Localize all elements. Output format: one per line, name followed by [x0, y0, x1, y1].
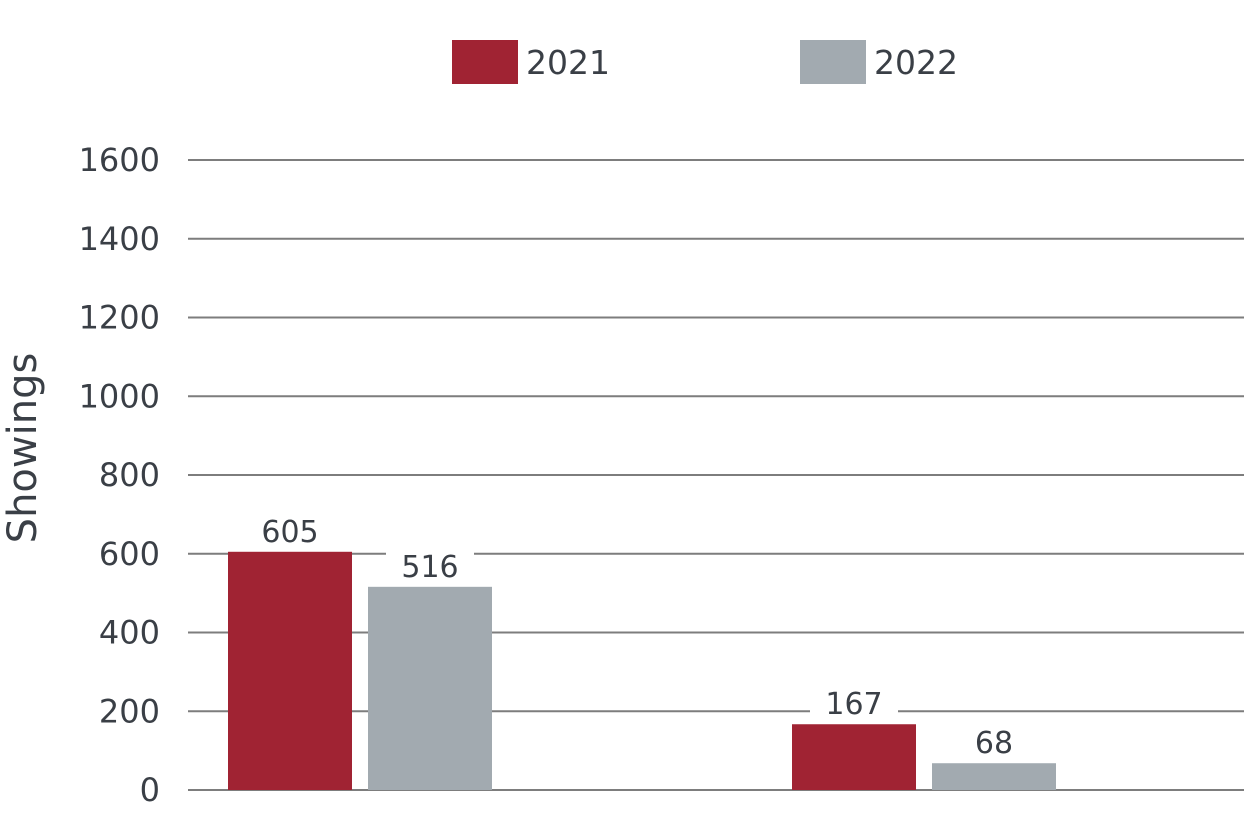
- legend-swatch-2022: [800, 40, 866, 84]
- y-axis-title: Showings: [0, 353, 46, 544]
- data-label-background: [810, 684, 898, 721]
- data-label-background: [386, 546, 474, 583]
- bar-2022-group-1: [368, 586, 492, 790]
- legend-label-2022: 2022: [874, 43, 958, 82]
- data-label-background: [246, 511, 334, 548]
- data-label: 167: [825, 687, 882, 722]
- y-tick-label: 0: [140, 771, 160, 809]
- y-tick-label: 400: [99, 614, 160, 652]
- y-tick-label: 600: [99, 535, 160, 573]
- data-label-background: [950, 723, 1038, 760]
- data-label: 605: [261, 515, 318, 550]
- gridlines: [188, 159, 1244, 791]
- data-label: 516: [401, 550, 458, 585]
- y-tick-label: 800: [99, 456, 160, 494]
- y-tick-label: 1400: [79, 220, 160, 258]
- data-labels: 605 516 167 68: [246, 511, 1038, 761]
- legend: 2021 2022: [452, 40, 958, 84]
- y-tick-label: 1000: [79, 377, 160, 415]
- legend-label-2021: 2021: [526, 43, 610, 82]
- y-tick-label: 200: [99, 692, 160, 730]
- legend-swatch-2021: [452, 40, 518, 84]
- y-axis-ticks: 0 200 400 600 800 1000 1200 1400 1600: [79, 141, 160, 809]
- bar-2022-group-2: [932, 763, 1056, 790]
- y-tick-label: 1200: [79, 299, 160, 337]
- bar-2021-group-1: [228, 551, 352, 790]
- bar-2021-group-2: [792, 724, 916, 790]
- data-label: 68: [975, 726, 1013, 761]
- y-tick-label: 1600: [79, 141, 160, 179]
- bars: [228, 551, 1056, 790]
